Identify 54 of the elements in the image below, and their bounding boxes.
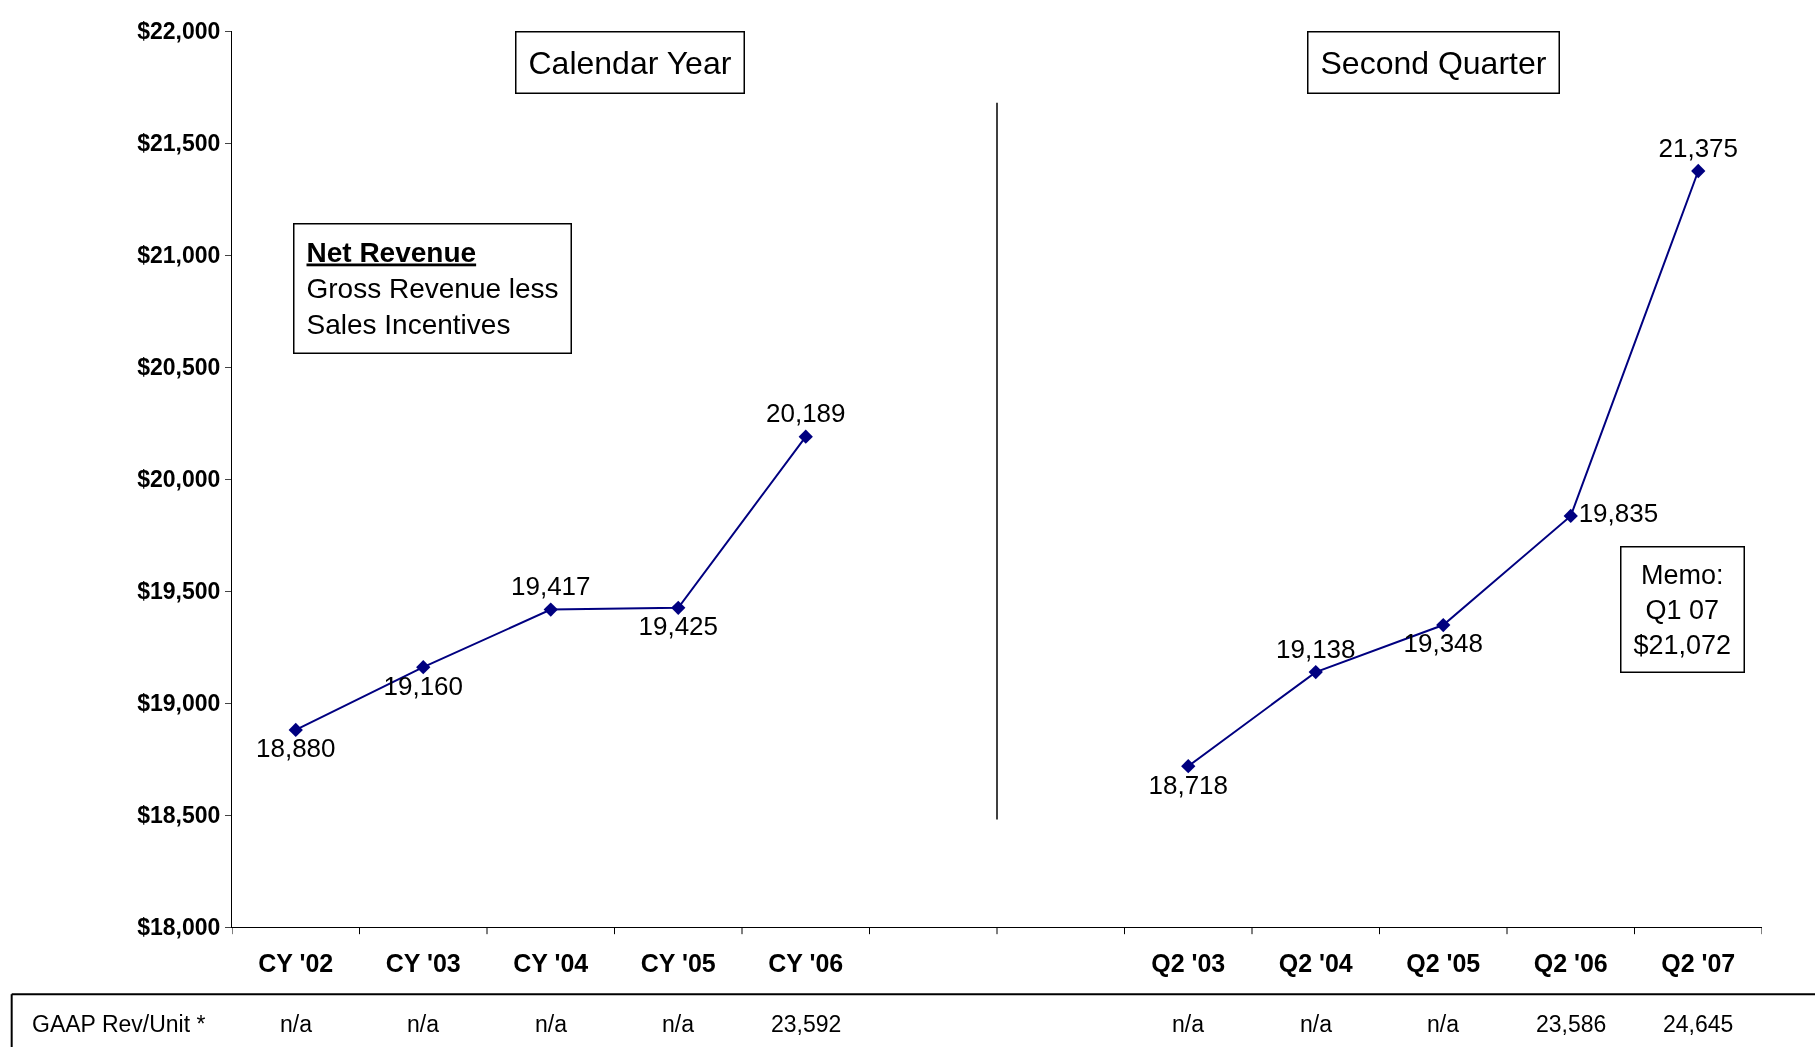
text: 19,417 [510,571,591,602]
text: n/a [1172,1011,1205,1037]
x-tick-label: Q2 '05 [1406,949,1481,977]
x-tick-label: CY '06 [768,949,844,977]
annotation: Second Quarter [1320,44,1547,81]
point [1691,163,1706,179]
point [1308,664,1323,680]
text: 23,586 [1536,1011,1607,1037]
y-tick-label: $19,000 [137,690,221,717]
x-tick-label: Q2 '03 [1151,949,1226,977]
annotation: Calendar Year [528,44,732,81]
y-tick-label: $21,000 [137,242,221,269]
point [1436,617,1451,633]
text: n/a [535,1011,568,1037]
text: 19,425 [638,611,719,642]
point [671,600,686,615]
text: 21,375 [1658,132,1739,163]
point [543,602,558,617]
y-tick-label: $19,500 [137,578,221,605]
point [798,429,813,444]
x-tick-label: CY '03 [385,949,461,977]
text: n/a [662,1011,695,1037]
y-tick-label: $20,500 [137,354,221,381]
text: 19,835 [1578,498,1659,529]
y-tick-label: $21,500 [137,130,221,157]
point [288,722,303,738]
x-tick-label: Q2 '07 [1661,949,1736,977]
text: n/a [1427,1011,1460,1037]
y-tick-label: $22,000 [137,18,221,45]
x-tick-label: CY '02 [258,949,334,977]
point [1563,508,1578,524]
text: n/a [407,1011,440,1037]
annotation: Net Revenue Gross Revenue less Sales Incentives [306,236,559,341]
text: n/a [1300,1011,1333,1037]
text: GAAP Rev/Unit * [32,1011,206,1037]
x-tick-label: Q2 '04 [1278,949,1353,977]
text: 24,645 [1663,1011,1734,1037]
text: 19,160 [383,670,464,701]
x-tick-label: CY '04 [513,949,589,977]
x-tick-label: CY '05 [640,949,716,977]
point [1181,759,1196,774]
text: n/a [280,1011,313,1037]
text: 18,880 [255,733,336,764]
annotation: Memo: Q1 07 $21,072 [1633,559,1732,660]
x-tick-label: Q2 '06 [1533,949,1608,977]
y-tick-label: $18,500 [137,802,221,829]
text: 23,592 [771,1011,842,1037]
text: 19,138 [1275,633,1356,664]
y-tick-label: $20,000 [137,466,221,493]
text: 18,718 [1148,769,1229,800]
text: 19,348 [1403,628,1484,659]
y-tick-label: $18,000 [137,914,221,941]
text: 20,189 [765,398,846,429]
point [416,660,431,675]
